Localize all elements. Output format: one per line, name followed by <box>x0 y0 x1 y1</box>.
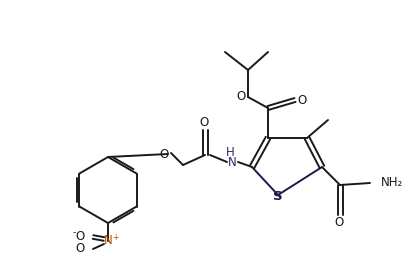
Text: N: N <box>104 234 112 248</box>
Text: NH₂: NH₂ <box>381 176 403 188</box>
Text: O: O <box>159 149 169 161</box>
Text: N: N <box>228 156 236 170</box>
Text: O: O <box>199 117 209 129</box>
Text: O: O <box>236 90 246 102</box>
Text: +: + <box>112 232 118 242</box>
Text: O: O <box>76 231 85 243</box>
Text: O: O <box>335 216 344 228</box>
Text: O: O <box>76 243 85 255</box>
Text: -: - <box>72 228 76 237</box>
Text: H: H <box>225 146 234 160</box>
Text: O: O <box>297 94 306 106</box>
Text: S: S <box>273 190 283 204</box>
